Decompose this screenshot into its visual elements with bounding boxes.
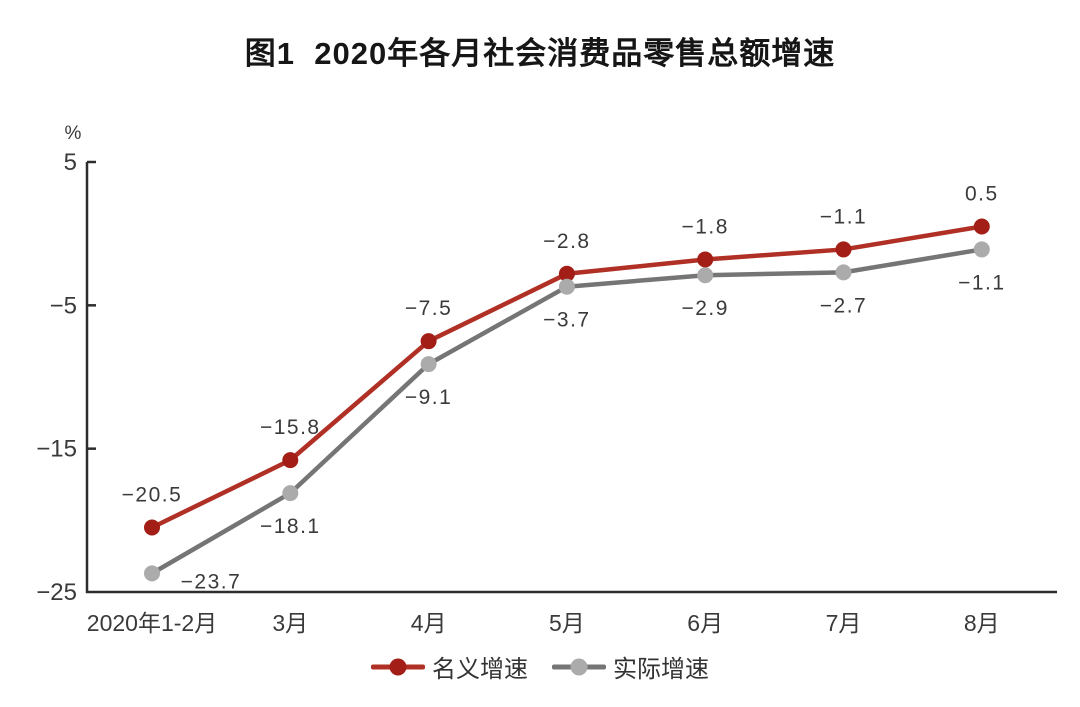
data-label: −7.5 [405, 297, 452, 320]
data-point-real-growth [835, 264, 852, 281]
legend-label: 名义增速 [432, 656, 528, 683]
data-point-real-growth [973, 241, 990, 258]
data-label: −2.9 [681, 297, 728, 320]
data-point-real-growth [144, 565, 160, 582]
data-label: −23.7 [181, 570, 242, 593]
legend-swatch [552, 657, 606, 677]
x-axis-label: 8月 [964, 610, 1000, 636]
data-point-nominal-growth [697, 251, 714, 268]
y-axis-tick-label: 5 [64, 149, 77, 176]
data-point-real-growth [697, 267, 714, 284]
x-axis-label: 6月 [687, 610, 723, 636]
data-point-real-growth [420, 356, 437, 373]
legend-item-nominal-growth: 名义增速 [371, 649, 528, 684]
data-label: −1.1 [820, 205, 867, 228]
chart-title: 图1 2020年各月社会消费品零售总额增速 [244, 36, 836, 71]
data-point-real-growth [282, 485, 299, 502]
data-point-real-growth [558, 278, 575, 295]
legend-label: 实际增速 [613, 656, 709, 683]
legend: 名义增速 实际增速 [0, 649, 1080, 684]
x-axis-label: 2020年1-2月 [87, 610, 217, 636]
legend-swatch [371, 657, 425, 677]
data-label: −1.8 [681, 215, 728, 238]
legend-marker-dot [389, 658, 407, 675]
legend-marker-dot [570, 658, 588, 675]
x-axis-label: 3月 [272, 610, 308, 636]
y-axis-tick-label: −5 [50, 292, 77, 319]
data-point-nominal-growth [558, 265, 575, 282]
data-label: −2.8 [543, 230, 590, 253]
data-label: −20.5 [122, 484, 183, 507]
data-point-nominal-growth [282, 452, 299, 469]
x-axis-label: 7月 [826, 610, 862, 636]
data-label: −15.8 [260, 416, 321, 439]
data-point-nominal-growth [973, 218, 990, 235]
y-axis-unit-label: % [65, 123, 82, 144]
data-label: −2.7 [820, 294, 867, 317]
x-axis-label: 4月 [411, 610, 447, 636]
data-label: 0.5 [965, 183, 999, 206]
x-axis-label: 5月 [549, 610, 585, 636]
data-label: −3.7 [543, 309, 590, 332]
data-label: −9.1 [405, 386, 452, 409]
y-axis-tick-label: −15 [36, 436, 77, 463]
y-axis-tick-label: −25 [36, 579, 77, 606]
legend-item-real-growth: 实际增速 [552, 649, 709, 684]
data-label: −18.1 [260, 515, 321, 538]
data-point-nominal-growth [835, 241, 852, 258]
data-point-nominal-growth [420, 333, 437, 350]
data-point-nominal-growth [144, 519, 160, 536]
data-label: −1.1 [958, 271, 1005, 294]
